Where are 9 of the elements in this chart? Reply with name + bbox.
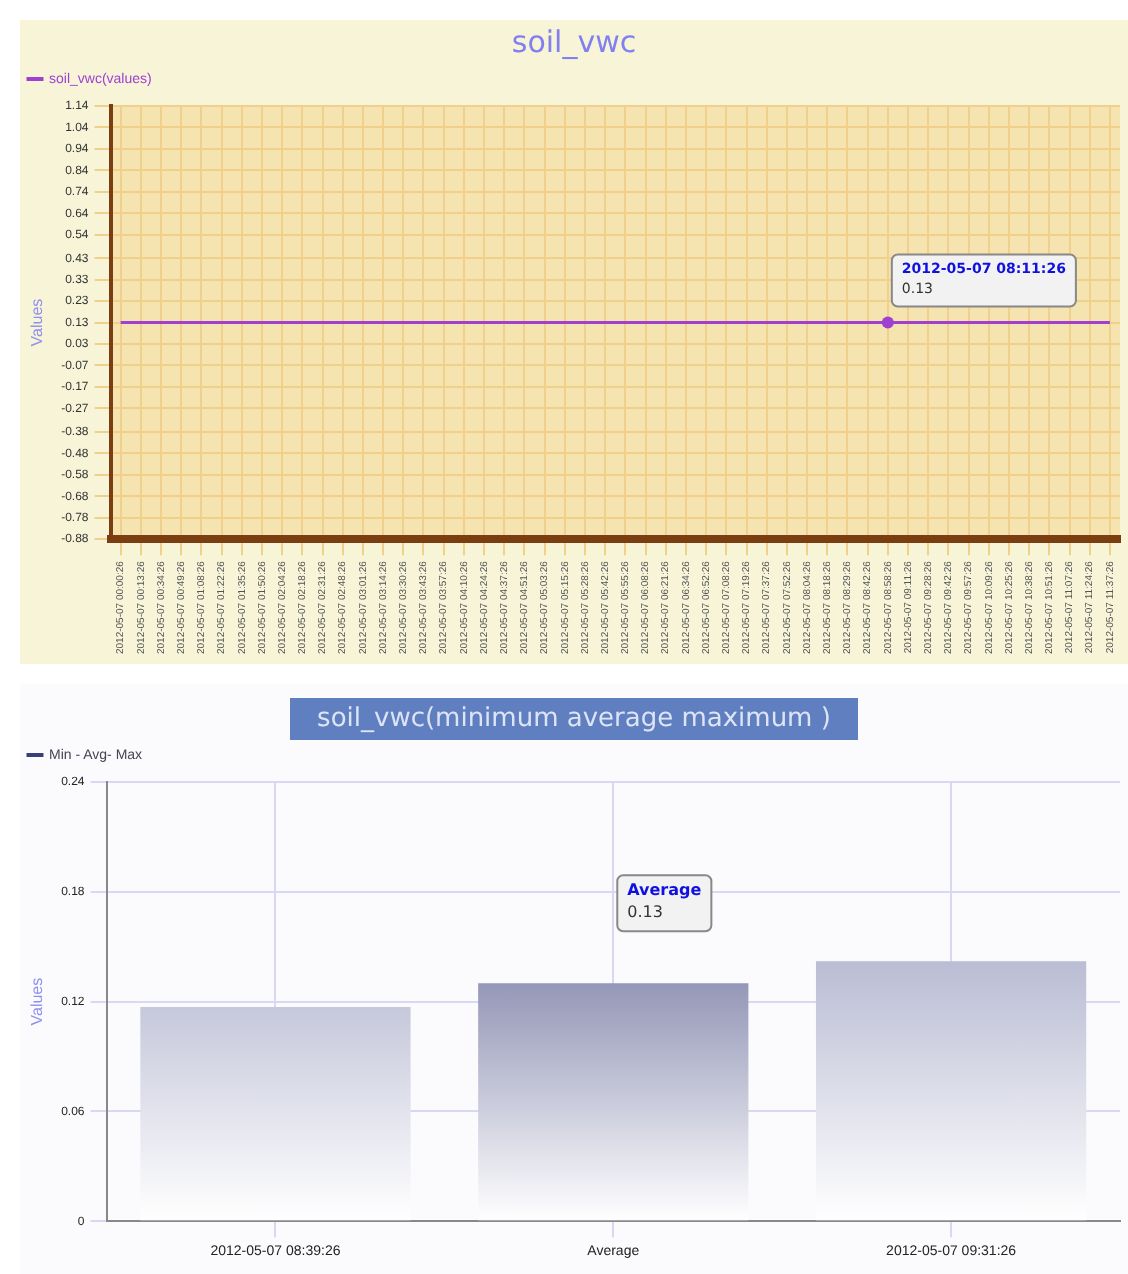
- annotation: Average: [627, 881, 703, 900]
- bar: [478, 983, 749, 1221]
- chart-title: soil_vwc(minimum average maximum ): [289, 698, 859, 740]
- y-axis-title: Values: [28, 977, 47, 1026]
- y-axis-title: Values: [28, 298, 47, 347]
- bar: [140, 1007, 411, 1221]
- chart-title: soil_vwc: [509, 22, 639, 64]
- annotation: 0.13: [627, 903, 663, 922]
- bar: [815, 961, 1087, 1221]
